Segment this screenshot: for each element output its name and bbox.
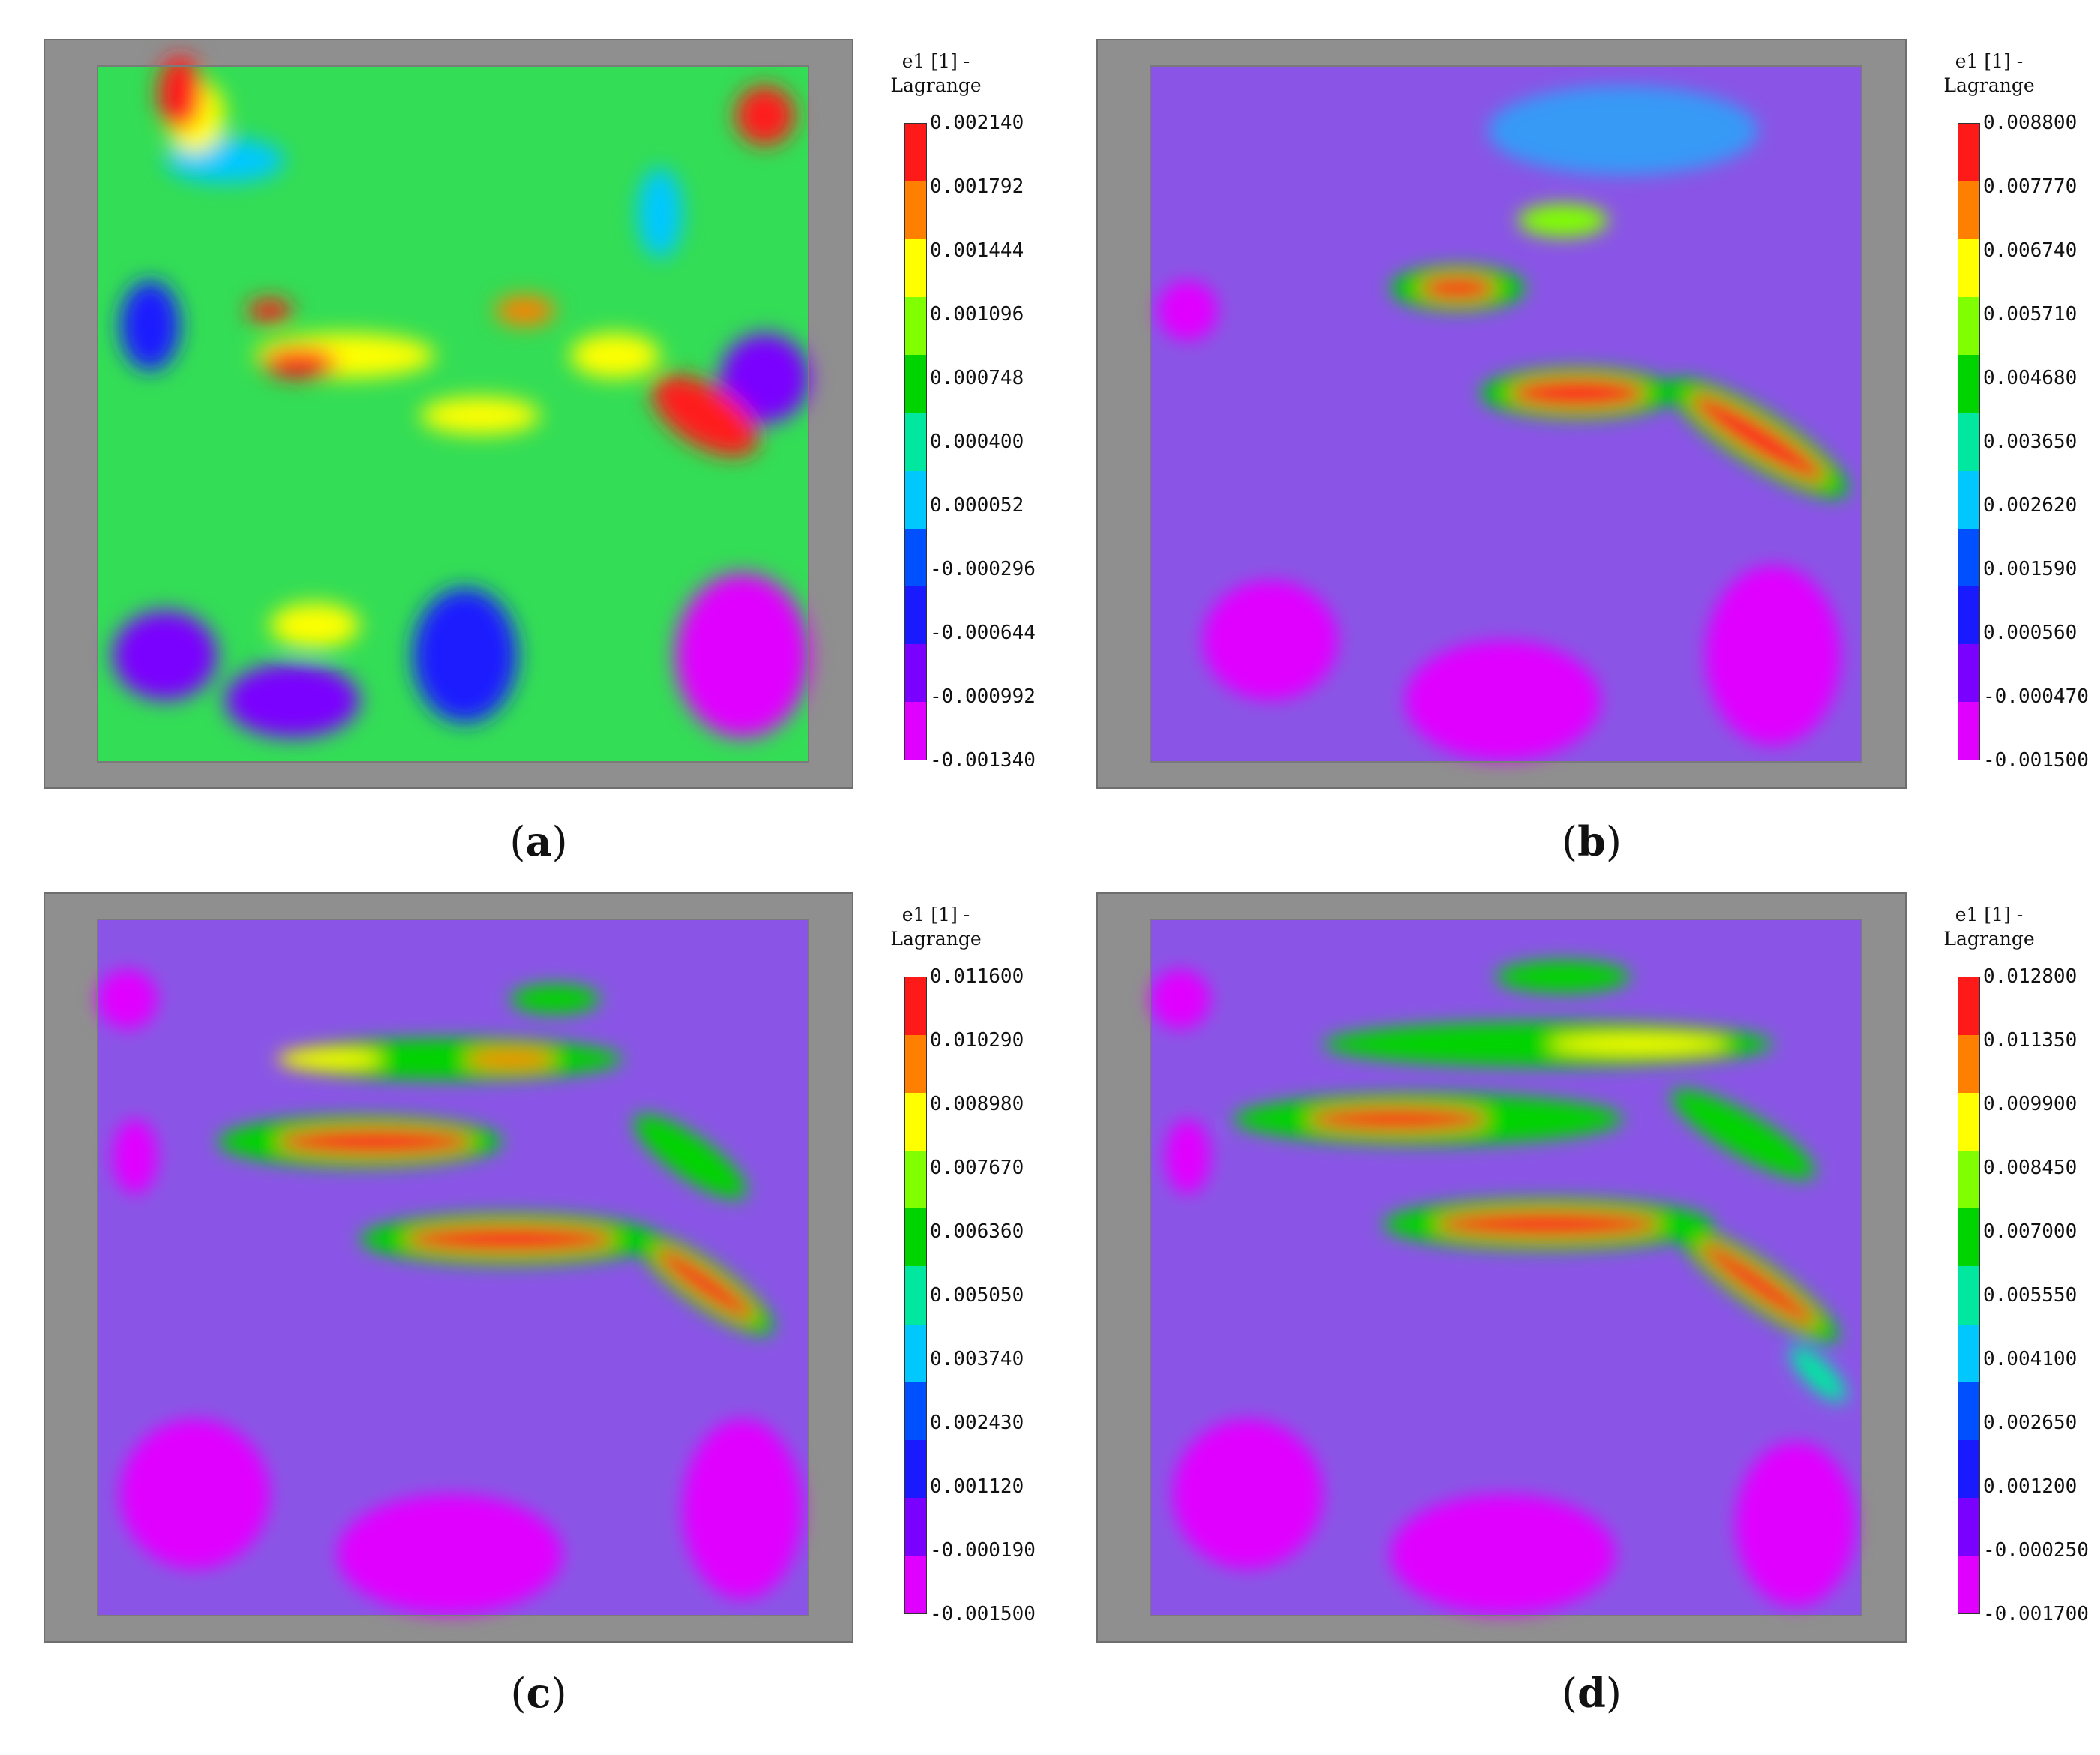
legend-tick: 0.001792 [930, 176, 1024, 198]
legend-tick: 0.011350 [1983, 1029, 2078, 1052]
legend-tick: -0.001500 [1983, 749, 2089, 772]
legend-tick: -0.000470 [1983, 686, 2089, 708]
panel-b: e1 [1] - Lagrange 0.008800 0.007770 0.00… [1096, 39, 2100, 789]
panel-a: e1 [1] - Lagrange 0.002140 0.001792 0.00… [44, 39, 1048, 789]
color-legend: e1 [1] - Lagrange 0.002140 0.001792 0.00… [861, 39, 1048, 789]
legend-title: e1 [1] - Lagrange [890, 904, 982, 950]
color-legend: e1 [1] - Lagrange 0.012800 0.011350 0.00… [1914, 892, 2100, 1642]
legend-tick: 0.002140 [930, 112, 1024, 134]
legend-tick: 0.005550 [1983, 1284, 2078, 1306]
legend-tick: 0.007000 [1983, 1220, 2078, 1243]
legend-tick: -0.000250 [1983, 1539, 2089, 1562]
legend-tick: 0.012800 [1983, 965, 2078, 988]
strain-map-image [1096, 39, 1906, 789]
legend-tick: -0.000992 [930, 686, 1036, 708]
legend-tick: 0.006740 [1983, 239, 2078, 262]
color-scale-bar [1958, 123, 1980, 760]
legend-title: e1 [1] - Lagrange [890, 50, 982, 96]
legend-tick: 0.002650 [1983, 1412, 2078, 1434]
strain-map-image [44, 39, 854, 789]
legend-tick: 0.008980 [930, 1093, 1024, 1115]
panel-caption-b: (b) [1562, 818, 1622, 866]
legend-tick: 0.001200 [1983, 1475, 2078, 1498]
legend-tick: 0.004100 [1983, 1348, 2078, 1370]
legend-tick: 0.003650 [1983, 430, 2078, 453]
legend-tick: -0.000296 [930, 558, 1036, 580]
panel-caption-c: (c) [510, 1669, 567, 1717]
legend-tick: 0.002620 [1983, 494, 2078, 517]
legend-tick: 0.007770 [1983, 176, 2078, 198]
legend-tick: 0.000560 [1983, 622, 2078, 644]
legend-tick: 0.003740 [930, 1348, 1024, 1370]
panel-caption-d: (d) [1562, 1669, 1622, 1717]
legend-tick: 0.001120 [930, 1475, 1024, 1498]
legend-tick: -0.001500 [930, 1603, 1036, 1625]
strain-map-image [1096, 892, 1906, 1642]
strain-map-image [44, 892, 854, 1642]
legend-tick: 0.008800 [1983, 112, 2078, 134]
legend-tick: 0.005050 [930, 1284, 1024, 1306]
legend-tick: -0.001700 [1983, 1603, 2089, 1625]
panel-caption-a: (a) [509, 818, 568, 866]
legend-tick: 0.001444 [930, 239, 1024, 262]
legend-tick: 0.009900 [1983, 1093, 2078, 1115]
legend-tick: 0.000052 [930, 494, 1024, 517]
legend-tick: 0.006360 [930, 1220, 1024, 1243]
legend-tick: 0.010290 [930, 1029, 1024, 1052]
legend-tick: -0.000644 [930, 622, 1036, 644]
legend-tick: 0.008450 [1983, 1156, 2078, 1179]
legend-tick: 0.000748 [930, 367, 1024, 389]
legend-tick: 0.011600 [930, 965, 1024, 988]
legend-tick: -0.001340 [930, 749, 1036, 772]
color-scale-bar [904, 123, 927, 760]
legend-tick: 0.000400 [930, 430, 1024, 453]
legend-tick: -0.000190 [930, 1539, 1036, 1562]
color-legend: e1 [1] - Lagrange 0.008800 0.007770 0.00… [1914, 39, 2100, 789]
legend-tick: 0.001096 [930, 303, 1024, 326]
legend-tick: 0.005710 [1983, 303, 2078, 326]
panel-c: e1 [1] - Lagrange 0.011600 0.010290 0.00… [44, 892, 1048, 1642]
legend-tick: 0.004680 [1983, 367, 2078, 389]
color-scale-bar [1958, 976, 1980, 1614]
color-legend: e1 [1] - Lagrange 0.011600 0.010290 0.00… [861, 892, 1048, 1642]
panel-d: e1 [1] - Lagrange 0.012800 0.011350 0.00… [1096, 892, 2100, 1642]
legend-title: e1 [1] - Lagrange [1943, 904, 2035, 950]
color-scale-bar [904, 976, 927, 1614]
legend-tick: 0.007670 [930, 1156, 1024, 1179]
legend-title: e1 [1] - Lagrange [1943, 50, 2035, 96]
legend-tick: 0.002430 [930, 1412, 1024, 1434]
legend-tick: 0.001590 [1983, 558, 2078, 580]
